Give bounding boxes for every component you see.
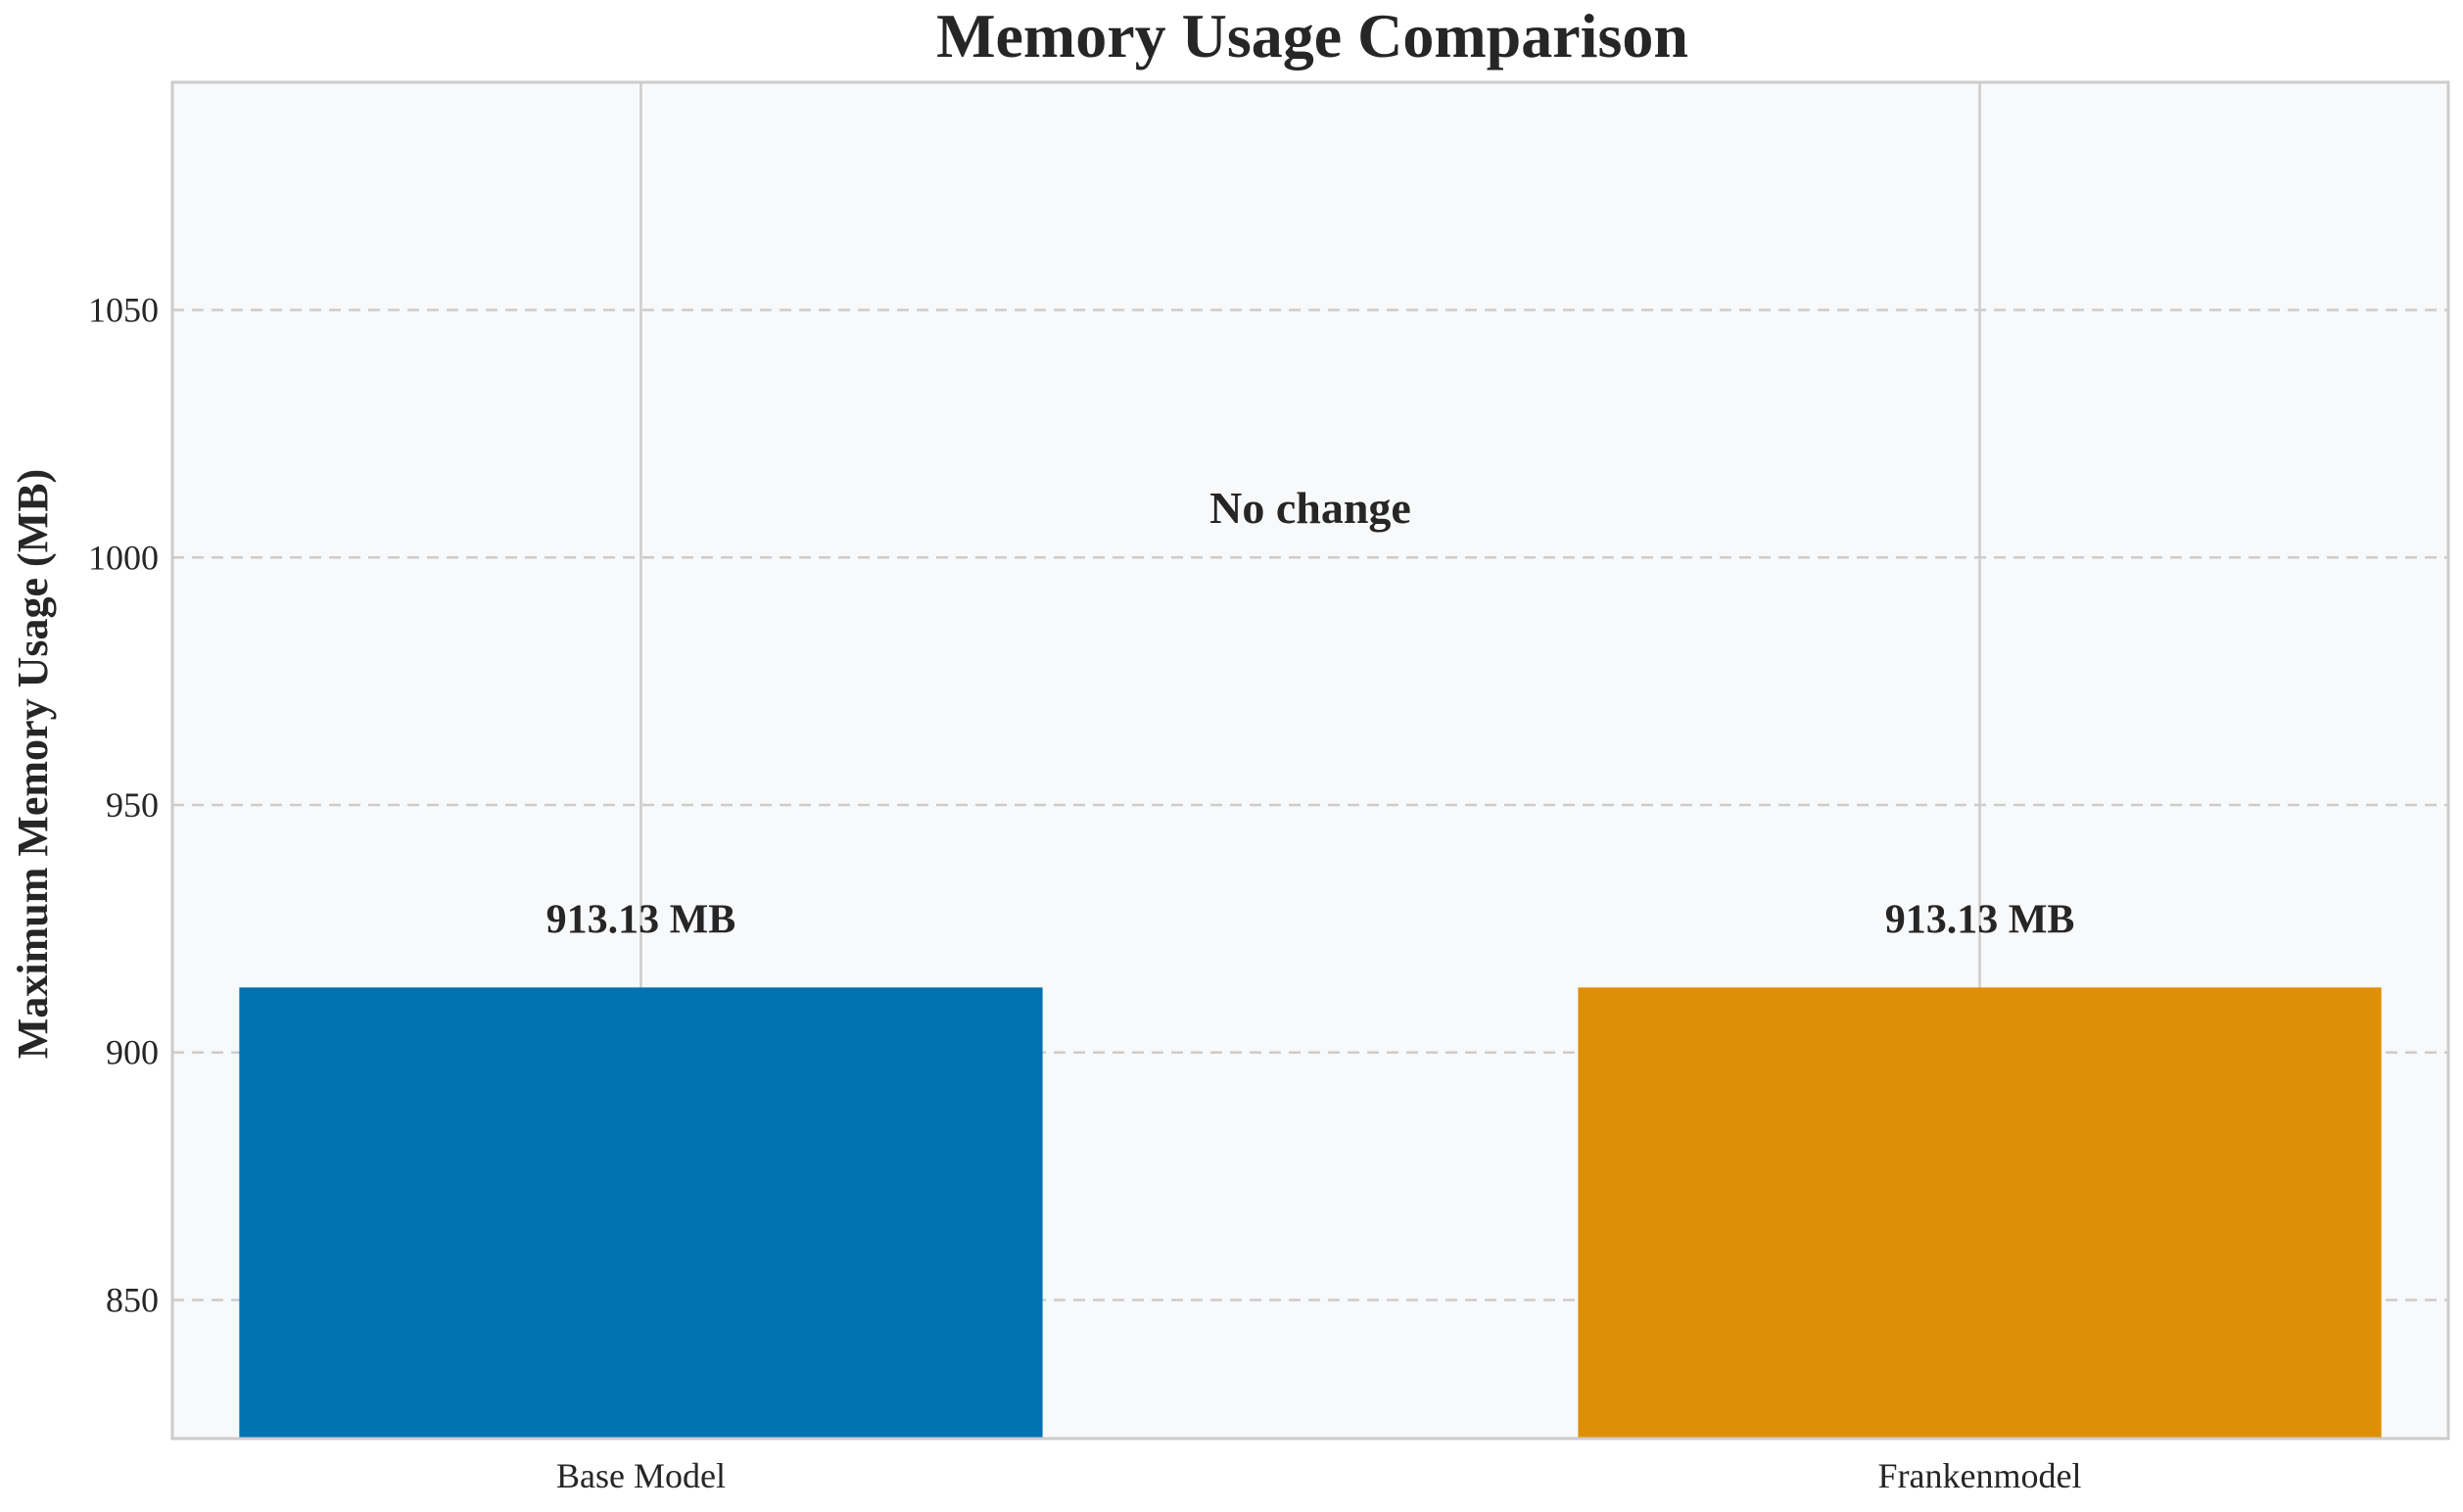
bar-value-label: 913.13 MB — [1885, 897, 2075, 942]
annotation-no-change: No change — [1209, 483, 1411, 533]
chart-title: Memory Usage Comparison — [936, 1, 1688, 71]
x-tick-label: Frankenmodel — [1878, 1456, 2082, 1495]
bars — [239, 987, 2382, 1439]
y-tick-label: 900 — [106, 1033, 159, 1072]
x-axis-ticks: Base Model Frankenmodel — [556, 1456, 2082, 1495]
data-labels: 913.13 MB 913.13 MB — [546, 897, 2075, 942]
y-tick-label: 1000 — [88, 538, 159, 577]
y-axis-ticks: 850 900 950 1000 1050 — [88, 291, 159, 1320]
plot-frame — [170, 80, 2450, 1441]
y-tick-label: 850 — [106, 1280, 159, 1319]
bar-frankenmodel — [1578, 987, 2382, 1439]
y-tick-label: 1050 — [88, 291, 159, 330]
bar-value-label: 913.13 MB — [546, 897, 736, 942]
y-tick-label: 950 — [106, 785, 159, 825]
y-axis-label: Maximum Memory Usage (MB) — [9, 469, 57, 1059]
x-tick-label: Base Model — [556, 1456, 726, 1495]
bar-base-model — [239, 987, 1043, 1439]
